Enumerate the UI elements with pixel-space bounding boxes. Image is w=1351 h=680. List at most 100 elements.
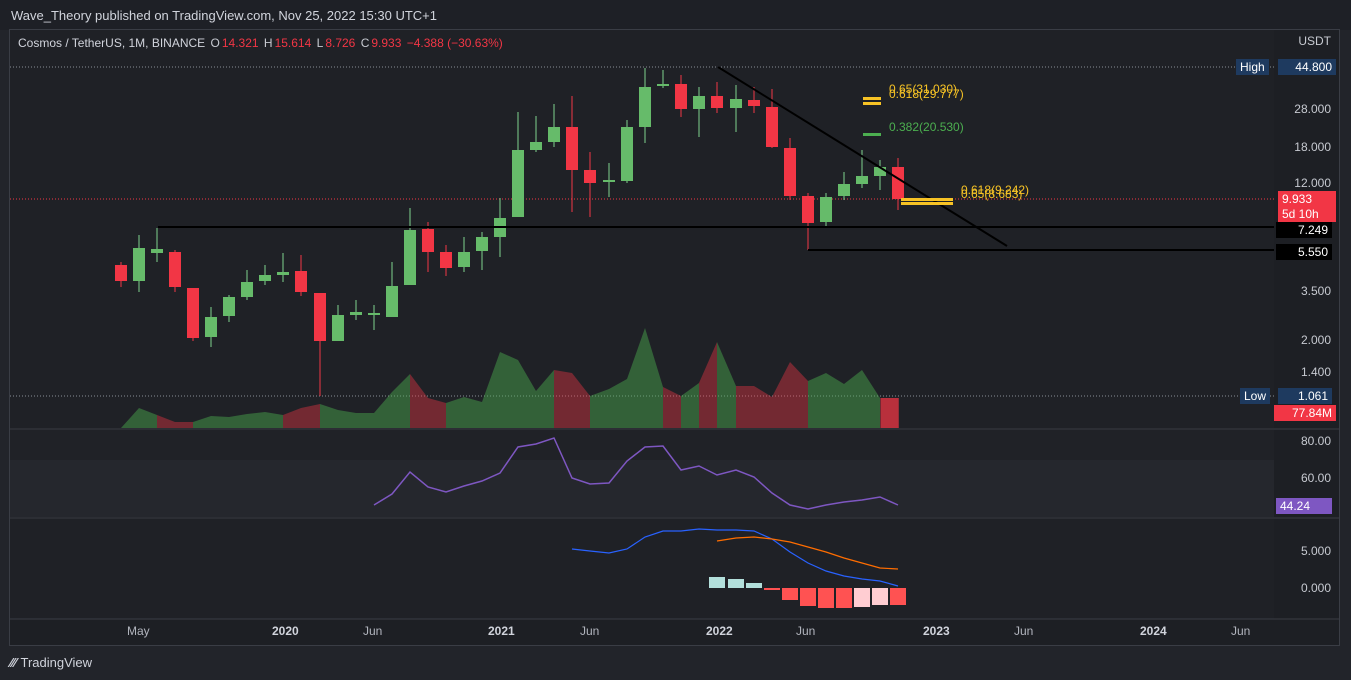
candle-body[interactable] xyxy=(766,107,778,147)
candle-body[interactable] xyxy=(350,312,362,315)
price-axis-label: 12.000 xyxy=(1294,176,1331,190)
candle-body[interactable] xyxy=(115,265,127,281)
candle-body[interactable] xyxy=(476,237,488,251)
rsi-line xyxy=(373,437,899,510)
candle-body[interactable] xyxy=(368,313,380,315)
volume-segment xyxy=(320,404,338,428)
change-value: −4.388 (−30.63%) xyxy=(406,36,503,50)
open-key: O xyxy=(210,36,220,50)
volume-segment xyxy=(536,370,554,428)
time-axis-label: Jun xyxy=(580,624,600,638)
volume-segment xyxy=(500,352,518,428)
candle-body[interactable] xyxy=(223,297,235,316)
candle-body[interactable] xyxy=(169,252,181,287)
volume-segment xyxy=(283,408,301,428)
price-axis-label: 18.000 xyxy=(1294,140,1331,154)
candle-body[interactable] xyxy=(295,271,307,292)
candle-body[interactable] xyxy=(404,230,416,285)
macd-histogram xyxy=(709,577,906,608)
publish-info: Wave_Theory published on TradingView.com… xyxy=(11,8,437,23)
candle-body[interactable] xyxy=(748,100,760,106)
low-value: 8.726 xyxy=(325,36,356,50)
volume-segment xyxy=(609,379,627,428)
candle-body[interactable] xyxy=(838,184,850,196)
candle-body[interactable] xyxy=(259,275,271,281)
tradingview-logo-text: TradingView xyxy=(20,655,93,670)
candle-body[interactable] xyxy=(711,96,723,108)
time-axis-label: Jun xyxy=(796,624,816,638)
volume-segment xyxy=(736,386,754,428)
candle-body[interactable] xyxy=(332,315,344,341)
time-axis-label: May xyxy=(127,624,150,638)
volume-segment xyxy=(572,373,590,428)
candle-body[interactable] xyxy=(458,252,470,267)
candle-body[interactable] xyxy=(802,196,814,223)
trend-line[interactable] xyxy=(717,66,1008,247)
volume-segment xyxy=(482,352,500,428)
volume-segment xyxy=(410,374,428,428)
candle-body[interactable] xyxy=(314,293,326,341)
candle-body[interactable] xyxy=(277,272,289,275)
volume-segment xyxy=(374,392,392,428)
volume-segment xyxy=(338,410,356,428)
candle-body[interactable] xyxy=(241,282,253,297)
fib-label-65-bottom: 0.65(8.683) xyxy=(961,187,1023,201)
volume-segment xyxy=(681,383,699,428)
candle-body[interactable] xyxy=(730,99,742,108)
fib-marker-bottom-1 xyxy=(901,198,953,201)
volume-segment xyxy=(157,415,175,428)
volume-segment xyxy=(518,360,536,428)
volume-segment xyxy=(754,386,772,428)
candle-body[interactable] xyxy=(657,84,669,86)
level-tag-upper: 7.249 xyxy=(1276,222,1332,238)
volume-tag: 77.84M xyxy=(1274,405,1336,421)
fib-marker-65-top xyxy=(863,97,881,100)
volume-segment xyxy=(464,397,482,428)
candle-body[interactable] xyxy=(639,87,651,127)
candle-body[interactable] xyxy=(874,167,886,176)
macd-axis-label: 5.000 xyxy=(1300,544,1331,558)
candle-body[interactable] xyxy=(440,252,452,268)
symbol-name[interactable]: Cosmos / TetherUS, 1M, BINANCE xyxy=(18,36,206,50)
candle-body[interactable] xyxy=(892,167,904,199)
candle-body[interactable] xyxy=(621,127,633,181)
price-axis-label: 2.000 xyxy=(1300,333,1331,347)
macd-line xyxy=(571,528,899,587)
candle-body[interactable] xyxy=(133,248,145,281)
candle-body[interactable] xyxy=(820,197,832,222)
candle-body[interactable] xyxy=(548,127,560,142)
candle-body[interactable] xyxy=(205,317,217,337)
candle-body[interactable] xyxy=(784,148,796,196)
candle-body[interactable] xyxy=(856,176,868,184)
candle-body[interactable] xyxy=(584,170,596,183)
symbol-header: Cosmos / TetherUS, 1M, BINANCE O 14.321 H… xyxy=(18,36,505,50)
candle-body[interactable] xyxy=(603,180,615,182)
candle-body[interactable] xyxy=(151,249,163,253)
candle-body[interactable] xyxy=(530,142,542,150)
price-axis-label: 28.000 xyxy=(1294,102,1331,116)
candle-body[interactable] xyxy=(386,286,398,317)
volume-segment xyxy=(356,413,374,428)
rsi-band xyxy=(10,460,1274,517)
time-axis-label: 2020 xyxy=(272,624,299,638)
open-value: 14.321 xyxy=(221,36,259,50)
candle-body[interactable] xyxy=(693,96,705,109)
candle-body[interactable] xyxy=(512,150,524,217)
macd-histogram-bar xyxy=(764,588,780,590)
tradingview-logo[interactable]: ⁄⁄⁄ TradingView xyxy=(10,655,92,670)
macd-histogram-bar xyxy=(836,588,852,608)
countdown-tag: 5d 10h xyxy=(1278,206,1336,222)
volume-segment xyxy=(645,328,663,428)
candle-body[interactable] xyxy=(566,127,578,170)
tradingview-logo-icon: ⁄⁄⁄ xyxy=(10,655,17,670)
time-axis-label: 2022 xyxy=(706,624,733,638)
macd-axis-label: 0.000 xyxy=(1300,581,1331,595)
candle-body[interactable] xyxy=(675,84,687,109)
time-axis-label: 2021 xyxy=(488,624,515,638)
volume-segment xyxy=(229,414,247,428)
candle-body[interactable] xyxy=(422,229,434,252)
high-value: 15.614 xyxy=(274,36,312,50)
volume-segment xyxy=(881,398,899,428)
candle-body[interactable] xyxy=(187,288,199,338)
